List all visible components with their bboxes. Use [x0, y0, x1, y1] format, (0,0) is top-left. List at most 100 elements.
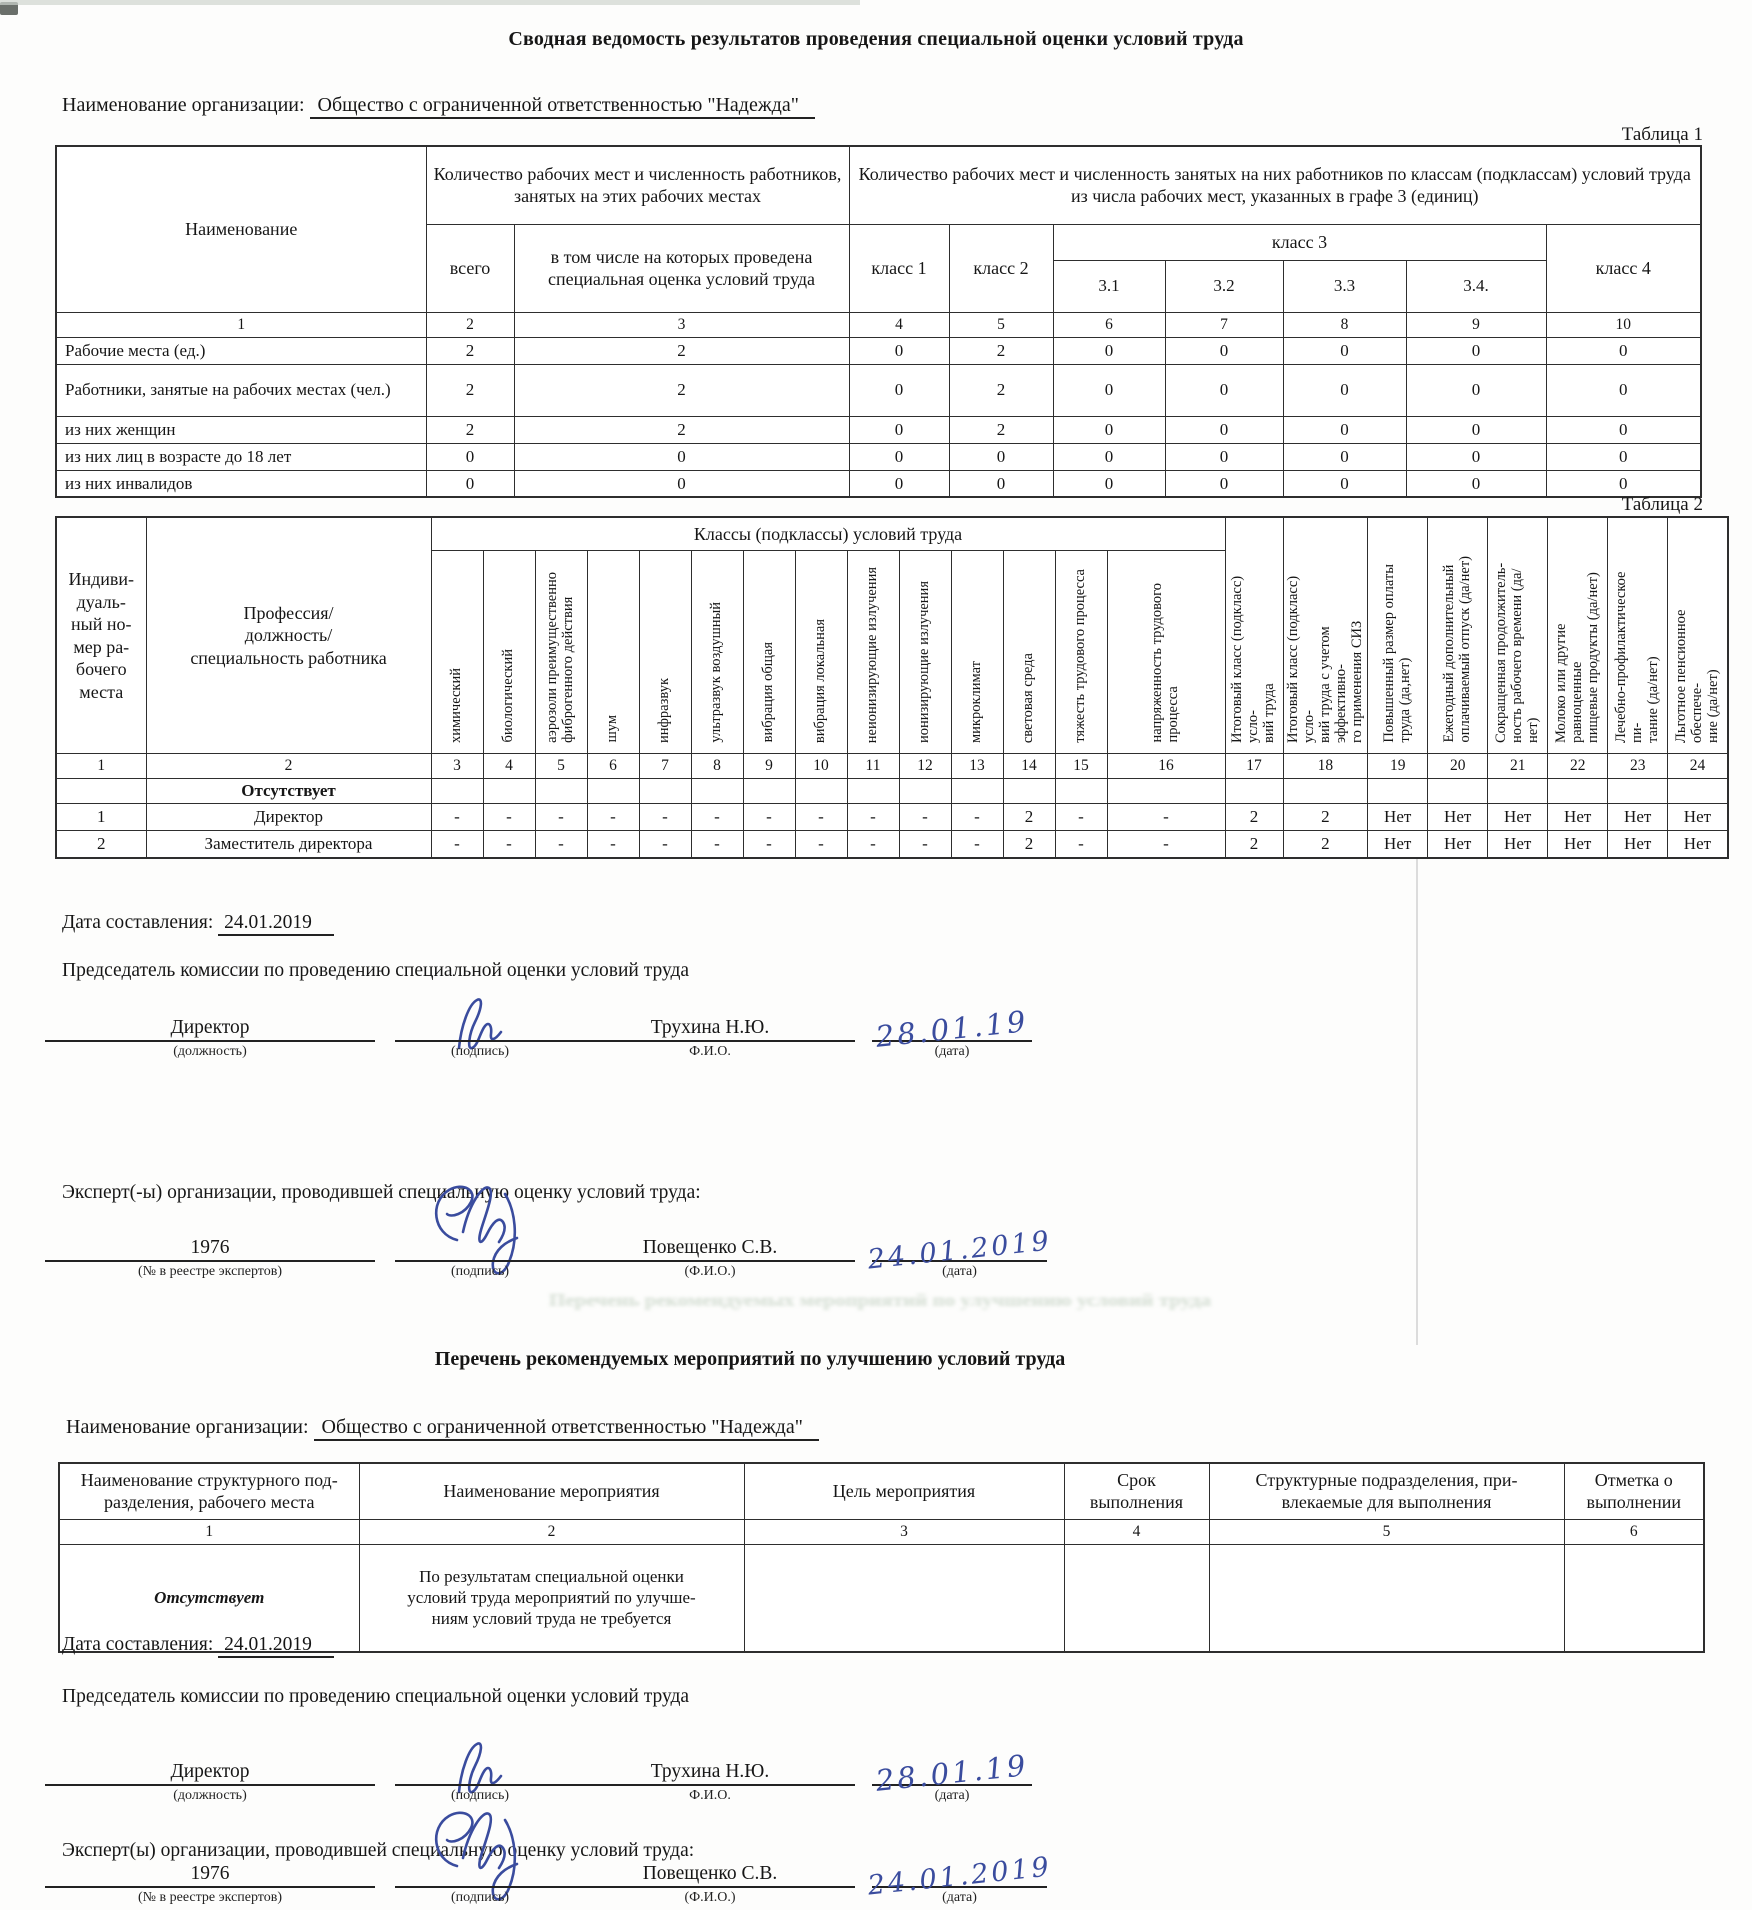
- num-cell: 22: [1547, 753, 1609, 779]
- col-header-final-class: Итоговый класс (подкласс) усло- вий труд…: [1224, 516, 1284, 754]
- signature-line: [565, 1784, 855, 1786]
- date-caption: (дата): [934, 1044, 970, 1059]
- value-cell: -: [1106, 830, 1226, 858]
- value-cell: Нет: [1487, 803, 1549, 831]
- chair-name: Трухина Н.Ю.: [650, 1761, 770, 1782]
- table3-recommendations: Наименование структурного под- разделени…: [58, 1462, 1705, 1653]
- num-cell: 21: [1487, 753, 1549, 779]
- num-cell: 20: [1427, 753, 1489, 779]
- chair-position: Директор: [170, 1017, 250, 1038]
- value-cell: Нет: [1607, 830, 1669, 858]
- value-cell: -: [638, 803, 692, 831]
- num-cell: 5: [948, 311, 1054, 338]
- row-label: Работники, занятые на рабочих местах (че…: [55, 363, 427, 417]
- completion-mark-cell: [1563, 1543, 1705, 1652]
- col-header-light: световая среда: [1002, 550, 1056, 754]
- expert-name: Повещенко С.В.: [642, 1863, 778, 1884]
- value-cell: 2: [948, 336, 1054, 365]
- value-cell: 0: [1052, 442, 1166, 471]
- value-cell: 0: [848, 469, 950, 498]
- col-header-therapeutic-food: Лечебно-профилактическое пи- тание (да/н…: [1607, 516, 1669, 754]
- value-cell: 0: [1282, 363, 1407, 417]
- empty-cell: [898, 778, 952, 804]
- col-header-profession: Профессия/ должность/ специальность рабо…: [145, 516, 432, 754]
- empty-cell: [1106, 778, 1226, 804]
- num-cell: 6: [1563, 1518, 1705, 1545]
- value-cell: 0: [1545, 363, 1702, 417]
- value-cell: 2: [1002, 830, 1056, 858]
- deadline-cell: [1063, 1543, 1210, 1652]
- value-cell: -: [534, 830, 588, 858]
- expert-reg-number: 1976: [190, 1863, 230, 1884]
- value-cell: -: [534, 803, 588, 831]
- num-cell: 8: [1282, 311, 1407, 338]
- date-label: Дата составления:: [62, 912, 214, 933]
- empty-cell: [1427, 778, 1489, 804]
- col-header-extra-leave: Ежегодный дополнительный оплачиваемый от…: [1427, 516, 1489, 754]
- signature-line: [395, 1260, 565, 1262]
- value-cell: Нет: [1367, 803, 1429, 831]
- chair-position: Директор: [170, 1761, 250, 1782]
- signature-line: [45, 1784, 375, 1786]
- col-header-3-3: 3.3: [1282, 259, 1407, 313]
- value-cell: -: [690, 803, 744, 831]
- chair-signature-ink: [457, 998, 503, 1050]
- col-header-chemical: химический: [430, 550, 484, 754]
- expert-heading: Эксперт(ы) организации, проводившей спец…: [62, 1840, 695, 1861]
- column-number-row: 1 2 3 4 5 6: [58, 1518, 1705, 1545]
- signature-line: [395, 1040, 565, 1042]
- signature-line: [45, 1260, 375, 1262]
- signature-line: [395, 1886, 565, 1888]
- chair-signature-row: Директор (должность) (подпись) Трухина Н…: [0, 1726, 1752, 1804]
- col-header-raised-pay: Повышенный размер оплаты труда (да,нет): [1367, 516, 1429, 754]
- num-cell: 10: [794, 753, 848, 779]
- expert-signature-row: 1976 (№ в реестре экспертов) (подпись) П…: [0, 1811, 1752, 1906]
- num-cell: 16: [1106, 753, 1226, 779]
- signature-field: (подпись): [395, 1811, 565, 1906]
- col-header-milk: Молоко или другие равноценные пищевые пр…: [1547, 516, 1609, 754]
- value-cell: 2: [1224, 803, 1284, 831]
- num-cell: 3: [513, 311, 850, 338]
- value-cell: Нет: [1487, 830, 1549, 858]
- table1-caption: Таблица 1: [1621, 124, 1703, 145]
- col-header-workplace-id: Индиви- дуаль- ный но- мер ра- бочего ме…: [55, 516, 147, 754]
- num-cell: 5: [1208, 1518, 1565, 1545]
- col-header-pension: Льготное пенсионное обеспече- ние (да/не…: [1667, 516, 1729, 754]
- value-cell: 0: [425, 442, 515, 471]
- position-field: Директор (должность): [45, 1726, 375, 1804]
- col-header-vibration-general: вибрация общая: [742, 550, 796, 754]
- value-cell: -: [898, 830, 952, 858]
- chair-heading: Председатель комиссии по проведению спец…: [62, 960, 690, 981]
- value-cell: 0: [848, 363, 950, 417]
- num-cell: 13: [950, 753, 1004, 779]
- value-cell: 0: [1545, 336, 1702, 365]
- signature-line: [45, 1886, 375, 1888]
- value-cell: -: [430, 830, 484, 858]
- num-cell: 2: [425, 311, 515, 338]
- col-header-measure: Наименование мероприятия: [358, 1462, 745, 1520]
- value-cell: -: [950, 830, 1004, 858]
- value-cell: -: [586, 830, 640, 858]
- organization-line: Наименование организации: Общество с огр…: [66, 1416, 819, 1441]
- col-header-total: всего: [425, 223, 515, 313]
- num-cell: 12: [898, 753, 952, 779]
- date-caption: (дата): [934, 1788, 970, 1803]
- value-cell: 2: [513, 363, 850, 417]
- num-cell: 5: [534, 753, 588, 779]
- document-title: Сводная ведомость результатов проведения…: [508, 28, 1244, 50]
- value-cell: -: [742, 830, 796, 858]
- value-cell: 0: [1164, 363, 1284, 417]
- table-row: из них лиц в возрасте до 18 лет 0 0 0 0 …: [55, 442, 1702, 471]
- involved-units-cell: [1208, 1543, 1565, 1652]
- col-header-goal: Цель мероприятия: [743, 1462, 1065, 1520]
- empty-cell: [586, 778, 640, 804]
- col-header-class1: класс 1: [848, 223, 950, 313]
- chair-heading: Председатель комиссии по проведению спец…: [62, 1686, 690, 1707]
- value-cell: -: [1106, 803, 1226, 831]
- value-cell: 0: [513, 469, 850, 498]
- expert-signature-ink: [434, 1811, 519, 1901]
- date-value: 24.01.2019: [218, 912, 334, 936]
- empty-cell: [950, 778, 1004, 804]
- num-cell: 4: [1063, 1518, 1210, 1545]
- recommendations-title: Перечень рекомендуемых мероприятий по ул…: [434, 1348, 1066, 1370]
